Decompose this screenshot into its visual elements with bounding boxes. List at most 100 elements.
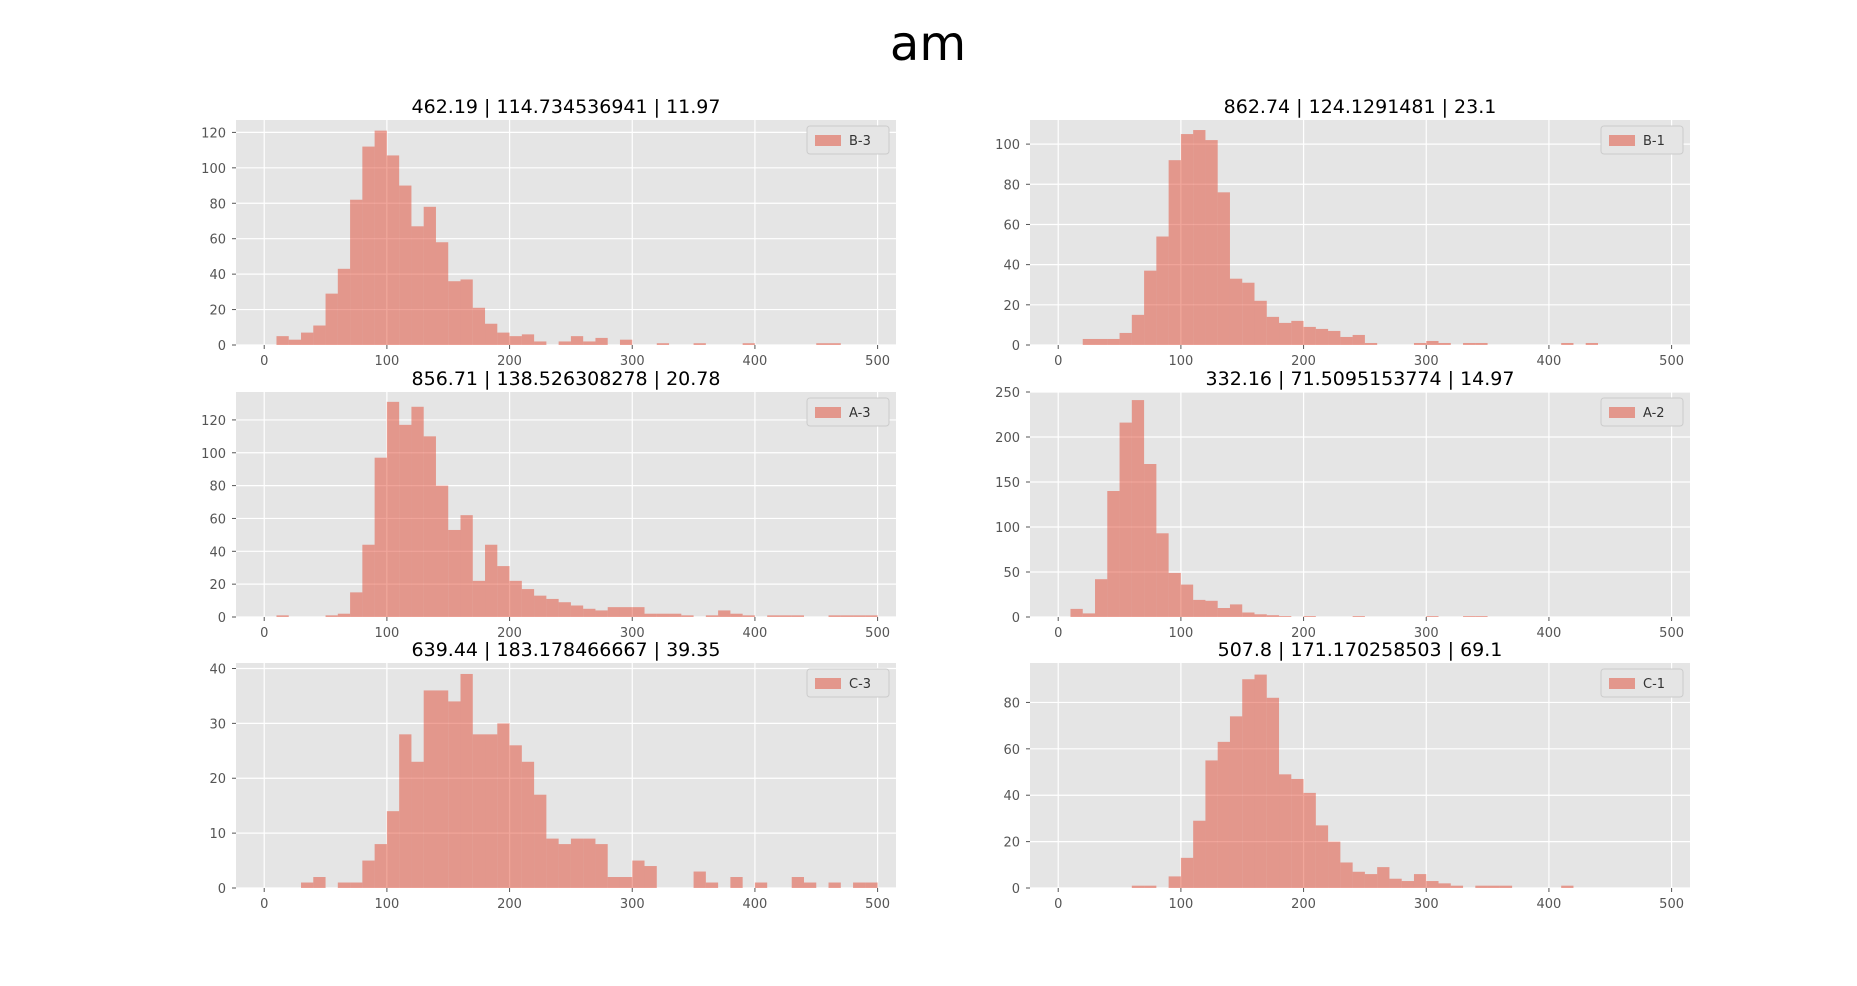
x-tick-label: 200 [1291,897,1316,912]
histogram-bar [570,336,584,345]
legend-box [806,668,890,698]
histogram-bar [1352,871,1365,888]
histogram-bar [460,673,473,888]
plot-background [1030,120,1690,345]
histogram-bar [521,334,535,345]
histogram-bar [681,615,694,617]
histogram-bar [411,226,424,345]
x-tick-label: 500 [1659,354,1684,369]
histogram-bar [1168,876,1181,888]
histogram-bar [730,613,743,617]
histogram-bar [485,323,498,345]
x-tick-label: 100 [1168,897,1193,912]
histogram-bar [1144,464,1157,617]
histogram-bar [1413,342,1427,345]
x-tick-label: 300 [1414,626,1439,641]
histogram-bar [1193,130,1206,345]
histogram-bar [362,860,375,888]
histogram-bar [791,877,804,888]
histogram-bar [1475,342,1488,345]
histogram-bar [301,882,314,888]
histogram-bar [558,341,571,345]
x-tick-label: 100 [1168,626,1193,641]
x-tick-label: 200 [497,626,522,641]
histogram-bar [1193,820,1206,888]
histogram-bar [1340,862,1353,888]
histogram-bar [558,844,571,888]
histogram-bar [1585,342,1598,345]
histogram-bars [1131,674,1574,888]
histogram-bar [1242,282,1255,345]
histogram-bar [1364,342,1378,345]
histogram-bar [767,615,780,617]
histogram-bar [742,615,755,617]
histogram-bar [656,343,670,345]
histogram-bar [509,580,522,617]
histogram-panel-1: 0 100 200 300 400 500 0 20 40 60 80 100 120 462.19 | … [201,96,896,369]
histogram-bar [1131,885,1145,888]
histogram-bar [1475,885,1488,888]
histogram-bar [1254,300,1267,345]
histogram-bar [337,613,351,617]
legend-box [806,125,890,155]
x-tick-label: 500 [865,897,890,912]
histogram-bar [1156,533,1169,617]
histogram-bar [386,811,400,888]
x-tick-label: 100 [1168,354,1193,369]
y-tick-label: 100 [995,521,1020,536]
plot-background [1030,663,1690,888]
y-tick-label: 30 [209,717,226,732]
histogram-bar [325,293,338,345]
histogram-bar [1119,332,1132,345]
histogram-bar [619,339,633,345]
histogram-bar [1401,881,1414,888]
histogram-bar [374,130,387,345]
histogram-bar [619,607,633,617]
x-tick-label: 300 [620,354,645,369]
histogram-bar [1070,608,1083,617]
histogram-bar [705,882,719,888]
legend-swatch [1609,135,1635,146]
y-tick-label: 150 [995,476,1020,491]
histogram-bars [276,130,841,345]
legend-swatch [815,135,841,146]
histogram-bar [828,615,841,617]
panel-title: 639.44 | 183.178466667 | 39.35 [412,639,721,661]
legend-label: B-1 [1643,134,1665,149]
histogram-bar [1107,338,1120,345]
histogram-bar [742,343,755,345]
histogram-bar [1119,422,1132,617]
histogram-bar [1352,616,1365,617]
legend-label: C-3 [849,677,871,692]
histogram-bar [1180,857,1194,888]
histogram-bar [1303,792,1316,888]
histogram-bar [1364,874,1378,888]
y-tick-label: 120 [201,126,226,141]
histogram-bar [1156,236,1169,345]
histogram-bar [558,602,571,617]
histogram-bar [1291,778,1304,888]
histogram-bar [816,343,829,345]
y-tick-label: 50 [1003,566,1020,581]
histogram-bar [1217,608,1230,617]
histogram-bar [472,580,486,617]
histogram-bar [460,515,473,617]
y-tick-label: 20 [209,578,226,593]
x-tick-label: 400 [1537,354,1562,369]
histogram-bar [1205,140,1218,345]
y-tick-label: 100 [201,162,226,177]
y-tick-label: 250 [995,386,1020,401]
histogram-bar [583,608,596,617]
histogram-bar [1266,316,1280,345]
histogram-bar [497,566,510,617]
x-tick-label: 0 [1054,626,1062,641]
histogram-bar [1475,616,1488,617]
histogram-bar [1315,328,1329,345]
x-tick-label: 0 [1054,354,1062,369]
histogram-bars [301,673,878,888]
histogram-bar [350,199,363,345]
y-tick-label: 40 [209,545,226,560]
histogram-bar [521,761,535,888]
plot-background [236,392,896,617]
